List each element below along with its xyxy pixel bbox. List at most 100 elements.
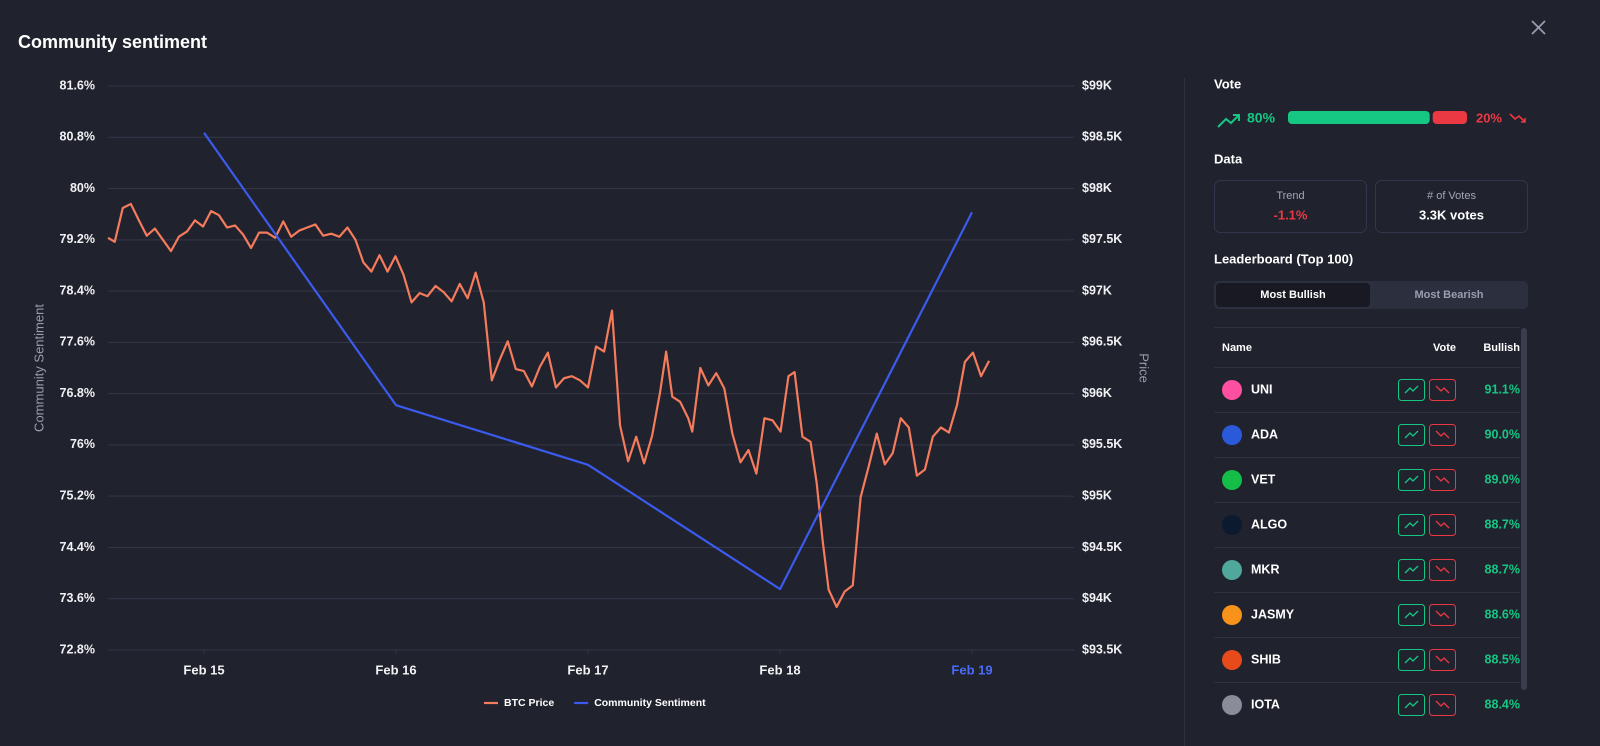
vote-bearish-button[interactable] bbox=[1429, 424, 1456, 446]
votes-card bbox=[1375, 180, 1528, 233]
bearish-icon[interactable] bbox=[1435, 700, 1450, 709]
scrollbar[interactable] bbox=[1521, 328, 1527, 690]
bullish-percent: 91.1% bbox=[1485, 382, 1520, 396]
bullish-percent: 88.7% bbox=[1485, 517, 1520, 531]
y2-tick-label: $97K bbox=[1082, 283, 1112, 297]
y-tick-label: 79.2% bbox=[60, 232, 95, 246]
vote-bullish-button[interactable] bbox=[1398, 514, 1425, 536]
section-title: Vote bbox=[1214, 76, 1241, 91]
bullish-icon bbox=[1233, 114, 1240, 121]
column-header: Vote bbox=[1433, 342, 1456, 354]
x-tick-label: Feb 19 bbox=[951, 662, 992, 677]
y-tick-label: 76% bbox=[70, 437, 95, 451]
coin-name: IOTA bbox=[1251, 697, 1280, 711]
vote-bearish-button[interactable] bbox=[1429, 604, 1456, 626]
coin-icon bbox=[1222, 560, 1242, 580]
bullish-percent: 88.7% bbox=[1485, 562, 1520, 576]
coin-icon bbox=[1222, 425, 1242, 445]
coin-icon bbox=[1222, 695, 1242, 715]
tab-label[interactable]: Most Bearish bbox=[1414, 289, 1483, 301]
bullish-icon[interactable] bbox=[1404, 610, 1419, 619]
bearish-icon[interactable] bbox=[1435, 655, 1450, 664]
bearish-icon[interactable] bbox=[1435, 520, 1450, 529]
close-icon[interactable] bbox=[1531, 20, 1546, 35]
page-title: Community sentiment bbox=[18, 32, 207, 52]
tab-label[interactable]: Most Bullish bbox=[1260, 289, 1326, 301]
y-tick-label: 78.4% bbox=[60, 283, 95, 297]
section-title: Leaderboard (Top 100) bbox=[1214, 251, 1353, 266]
bearish-icon[interactable] bbox=[1435, 475, 1450, 484]
y-tick-label: 76.8% bbox=[60, 386, 95, 400]
vote-bearish-button[interactable] bbox=[1429, 469, 1456, 491]
bullish-percent: 88.6% bbox=[1485, 607, 1520, 621]
vote-bearish-button[interactable] bbox=[1429, 694, 1456, 716]
bullish-icon[interactable] bbox=[1404, 430, 1419, 439]
y-tick-label: 74.4% bbox=[60, 540, 95, 554]
card-label: Trend bbox=[1276, 190, 1304, 202]
vote-bullish-button[interactable] bbox=[1398, 379, 1425, 401]
y2-tick-label: $97.5K bbox=[1082, 232, 1122, 246]
vote-bearish-button[interactable] bbox=[1429, 559, 1456, 581]
coin-name: JASMY bbox=[1251, 607, 1295, 621]
y2-tick-label: $98K bbox=[1082, 181, 1112, 195]
bullish-percent: 88.4% bbox=[1485, 697, 1520, 711]
coin-icon bbox=[1222, 650, 1242, 670]
vote-bearish-button[interactable] bbox=[1429, 379, 1456, 401]
vote-bar bbox=[1288, 111, 1430, 124]
bullish-icon[interactable] bbox=[1404, 565, 1419, 574]
column-header: Bullish bbox=[1483, 342, 1520, 354]
coin-name: ADA bbox=[1251, 427, 1278, 441]
coin-name: VET bbox=[1251, 472, 1276, 486]
vote-bullish-button[interactable] bbox=[1398, 604, 1425, 626]
close-button[interactable] bbox=[1531, 20, 1546, 35]
y2-tick-label: $96K bbox=[1082, 386, 1112, 400]
y2-tick-label: $98.5K bbox=[1082, 130, 1122, 144]
bearish-icon[interactable] bbox=[1435, 610, 1450, 619]
vote-bullish-button[interactable] bbox=[1398, 559, 1425, 581]
y-tick-label: 80.8% bbox=[60, 130, 95, 144]
bullish-percent: 90.0% bbox=[1485, 427, 1520, 441]
bearish-icon bbox=[1509, 113, 1526, 123]
bullish-icon[interactable] bbox=[1404, 385, 1419, 394]
bearish-percent: 20% bbox=[1476, 110, 1502, 125]
bullish-icon[interactable] bbox=[1404, 520, 1419, 529]
vote-bearish-button[interactable] bbox=[1429, 514, 1456, 536]
y-tick-label: 73.6% bbox=[60, 591, 95, 605]
y2-axis-title: Price bbox=[1137, 353, 1152, 383]
vote-bullish-button[interactable] bbox=[1398, 424, 1425, 446]
card-value: -1.1% bbox=[1274, 207, 1308, 222]
y-tick-label: 72.8% bbox=[60, 642, 95, 656]
coin-icon bbox=[1222, 470, 1242, 490]
card-label: # of Votes bbox=[1427, 190, 1476, 202]
column-header: Name bbox=[1222, 342, 1252, 354]
bullish-icon bbox=[1217, 114, 1240, 128]
x-tick-label: Feb 16 bbox=[375, 662, 416, 677]
section-title: Data bbox=[1214, 151, 1243, 166]
coin-name: MKR bbox=[1251, 562, 1279, 576]
tab-active-bg[interactable] bbox=[1216, 283, 1370, 307]
vote-bearish-button[interactable] bbox=[1429, 649, 1456, 671]
card-value: 3.3K votes bbox=[1419, 207, 1484, 222]
x-tick-label: Feb 18 bbox=[759, 662, 800, 677]
y-tick-label: 80% bbox=[70, 181, 95, 195]
vote-bullish-button[interactable] bbox=[1398, 649, 1425, 671]
bullish-icon[interactable] bbox=[1404, 475, 1419, 484]
vote-bullish-button[interactable] bbox=[1398, 469, 1425, 491]
bearish-icon[interactable] bbox=[1435, 565, 1450, 574]
bullish-icon[interactable] bbox=[1404, 655, 1419, 664]
y-tick-label: 77.6% bbox=[60, 335, 95, 349]
legend-label: BTC Price bbox=[504, 697, 554, 709]
x-tick-label: Feb 15 bbox=[183, 662, 224, 677]
bullish-percent: 88.5% bbox=[1485, 652, 1520, 666]
bullish-icon[interactable] bbox=[1404, 700, 1419, 709]
vote-bar bbox=[1432, 111, 1467, 124]
bearish-icon[interactable] bbox=[1435, 385, 1450, 394]
vote-bullish-button[interactable] bbox=[1398, 694, 1425, 716]
y2-tick-label: $96.5K bbox=[1082, 335, 1122, 349]
y-tick-label: 75.2% bbox=[60, 488, 95, 502]
bearish-icon[interactable] bbox=[1435, 430, 1450, 439]
y2-tick-label: $94.5K bbox=[1082, 540, 1122, 554]
